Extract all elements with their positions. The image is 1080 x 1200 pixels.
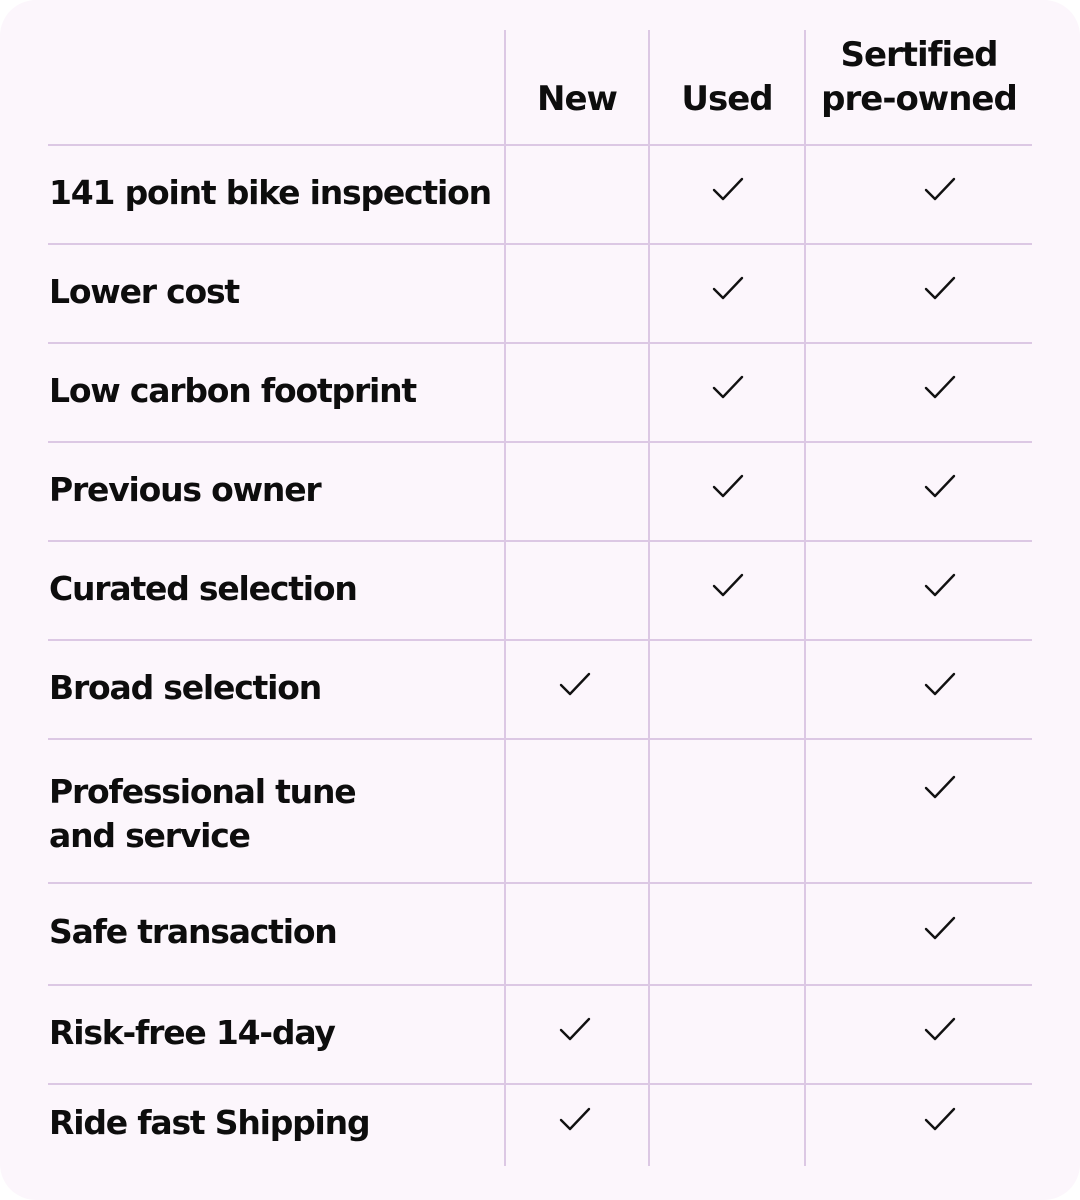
row-divider: [48, 441, 1032, 443]
row-divider: [48, 1083, 1032, 1085]
row-label: Risk-free 14-day: [49, 1012, 336, 1052]
checkmark-icon: [711, 273, 745, 303]
column-divider: [804, 30, 806, 1166]
checkmark-icon: [923, 174, 957, 204]
row-divider: [48, 540, 1032, 542]
checkmark-icon: [923, 772, 957, 802]
row-divider: [48, 882, 1032, 884]
row-label: Safe transaction: [49, 912, 338, 951]
row-divider: [48, 738, 1032, 740]
row-label: Professional tune and service: [49, 770, 357, 858]
checkmark-icon: [711, 570, 745, 600]
checkmark-icon: [923, 1014, 957, 1044]
table-row: Safe transaction: [0, 883, 1080, 985]
row-divider: [48, 984, 1032, 986]
checkmark-icon: [711, 372, 745, 402]
row-divider: [48, 639, 1032, 641]
checkmark-icon: [923, 273, 957, 303]
row-label-line: and service: [49, 816, 251, 855]
table-row: Low carbon footprint: [0, 343, 1080, 442]
row-label: Low carbon footprint: [49, 370, 417, 410]
table-row: Lower cost: [0, 244, 1080, 343]
checkmark-icon: [923, 669, 957, 699]
row-divider: [48, 342, 1032, 344]
checkmark-icon: [923, 471, 957, 501]
table-row: 141 point bike inspection: [0, 145, 1080, 244]
column-header-certified: Sertified pre-owned: [806, 33, 1032, 121]
table-row: Broad selection: [0, 640, 1080, 739]
checkmark-icon: [711, 174, 745, 204]
column-header-new: New: [537, 79, 618, 119]
row-label: Ride fast Shipping: [49, 1103, 371, 1142]
column-divider: [648, 30, 650, 1166]
checkmark-icon: [558, 1104, 592, 1134]
checkmark-icon: [711, 471, 745, 501]
checkmark-icon: [558, 1014, 592, 1044]
column-divider: [504, 30, 506, 1166]
row-label: 141 point bike inspection: [49, 172, 492, 212]
checkmark-icon: [923, 1104, 957, 1134]
checkmark-icon: [923, 372, 957, 402]
table-row: Ride fast Shipping: [0, 1084, 1080, 1166]
row-label: Previous owner: [49, 469, 322, 509]
row-divider: [48, 144, 1032, 146]
checkmark-icon: [558, 669, 592, 699]
checkmark-icon: [923, 913, 957, 943]
column-header-line: Sertified: [840, 35, 998, 75]
row-label: Curated selection: [49, 568, 358, 608]
column-header-used: Used: [681, 79, 773, 119]
checkmark-icon: [923, 570, 957, 600]
row-label-line: Professional tune: [49, 772, 357, 811]
row-label: Lower cost: [49, 271, 240, 311]
row-label: Broad selection: [49, 667, 322, 707]
table-row: Curated selection: [0, 541, 1080, 640]
table-row: Risk-free 14-day: [0, 985, 1080, 1084]
table-row: Previous owner: [0, 442, 1080, 541]
row-divider: [48, 243, 1032, 245]
column-header-line: pre-owned: [821, 79, 1018, 119]
table-row: Professional tune and service: [0, 739, 1080, 883]
